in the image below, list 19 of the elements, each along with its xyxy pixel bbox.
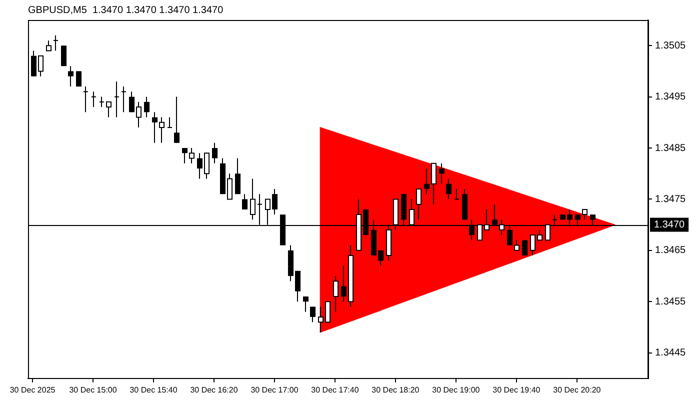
x-tick-label: 30 Dec 2025 <box>10 385 56 394</box>
y-tick-label: 1.3505 <box>655 40 686 52</box>
x-tick-label: 30 Dec 20:20 <box>553 385 602 394</box>
chart-title: GBPUSD,M5 1.3470 1.3470 1.3470 1.3470 <box>28 4 224 16</box>
x-tick-label: 30 Dec 15:00 <box>69 385 118 394</box>
y-tick-label: 1.3475 <box>655 194 686 205</box>
y-tick-label: 1.3465 <box>655 245 686 256</box>
y-tick-label: 1.3445 <box>655 348 686 359</box>
x-tick-label: 30 Dec 18:20 <box>372 385 420 394</box>
x-tick-label: 30 Dec 17:40 <box>311 385 360 394</box>
ref-line-label: 1.3470 <box>654 220 686 231</box>
y-tick-label: 1.3485 <box>655 142 686 154</box>
x-tick-label: 30 Dec 19:40 <box>492 385 541 394</box>
y-tick-label: 1.3455 <box>655 296 686 308</box>
x-tick-label: 30 Dec 15:40 <box>130 385 178 394</box>
x-tick-label: 30 Dec 17:00 <box>250 385 299 394</box>
x-tick-label: 30 Dec 19:00 <box>432 385 480 394</box>
x-tick-label: 30 Dec 16:20 <box>190 385 238 394</box>
y-tick-label: 1.3495 <box>655 92 686 103</box>
